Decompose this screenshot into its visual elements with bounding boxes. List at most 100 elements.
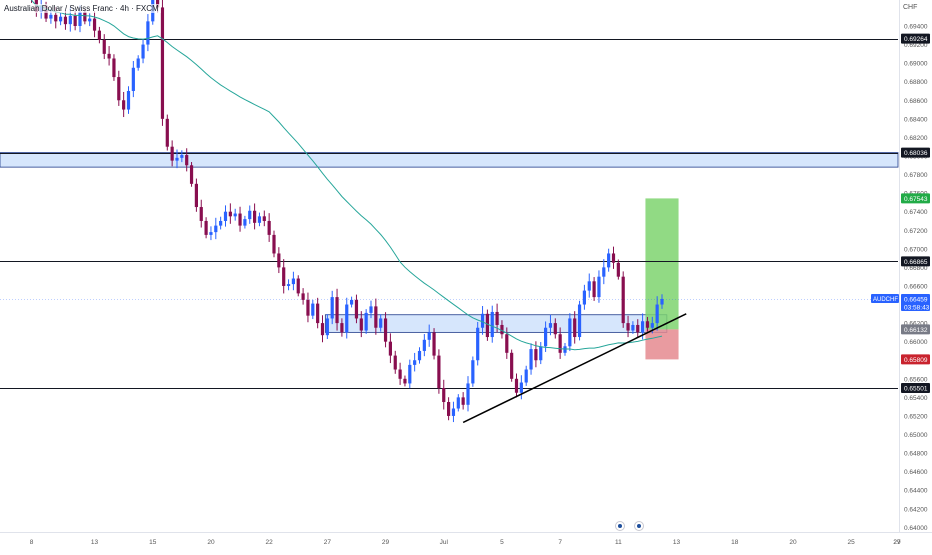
price-label-badge (901, 382, 930, 393)
candle-body (451, 408, 456, 416)
last-price-value: 0.66459 (904, 297, 928, 304)
economic-event-icon[interactable] (615, 521, 625, 531)
y-tick-label: 0.66600 (904, 283, 928, 290)
long-position-stop-box (645, 329, 679, 360)
x-tick-label: 18 (731, 539, 739, 546)
candle-body (350, 299, 354, 305)
candle-body (626, 323, 630, 331)
y-tick-label: 0.64000 (904, 525, 928, 532)
candle-body (194, 183, 198, 208)
candle-body (548, 323, 553, 328)
candle-body (88, 18, 92, 22)
candle-body (175, 157, 179, 161)
symbol-label: AUDCHF (873, 297, 898, 303)
x-tick-label: Jul (440, 539, 449, 546)
candle-body (379, 318, 383, 328)
candle-body (170, 146, 174, 161)
candle-body (403, 378, 407, 384)
candle-body (78, 12, 82, 26)
currency-label: CHF (903, 4, 918, 11)
candle-body (301, 293, 305, 300)
candle-body (320, 323, 325, 336)
candle-body (126, 90, 131, 110)
x-tick-label: 25 (848, 539, 856, 546)
chart-title: Australian Dollar / Swiss Franc · 4h · F… (2, 4, 161, 13)
candle-body (655, 304, 659, 324)
y-tick-label: 0.68800 (904, 79, 928, 86)
candle-body (563, 346, 567, 353)
y-tick-label: 0.67200 (904, 228, 928, 235)
price-label-text: 0.65809 (904, 357, 928, 364)
candle-body (267, 220, 271, 235)
economic-event-icon[interactable] (634, 521, 644, 531)
x-tick-label: 22 (266, 539, 274, 546)
y-tick-label: 0.65200 (904, 413, 928, 420)
candle-body (476, 327, 480, 361)
y-tick-label: 0.67800 (904, 172, 928, 179)
candle-body (442, 388, 446, 403)
x-tick-label: 13 (91, 539, 99, 546)
y-tick-label: 0.68600 (904, 98, 928, 105)
candle-body (219, 220, 223, 226)
candle-body (374, 306, 378, 328)
candle-body (660, 298, 664, 305)
candle-body (490, 311, 494, 338)
candle-body (345, 304, 349, 333)
candle-body (413, 360, 417, 365)
candle-body (165, 118, 169, 147)
candle-body (539, 346, 543, 361)
candle-body (253, 210, 257, 223)
candle-body (447, 402, 451, 416)
candle-body (359, 318, 363, 331)
candle-body (408, 364, 412, 384)
y-tick-label: 0.65000 (904, 432, 928, 439)
candle-body (296, 278, 300, 294)
long-position-target-box (645, 198, 679, 330)
candle-body (573, 318, 577, 338)
x-tick-label: 27 (324, 539, 332, 546)
candle-body (456, 397, 460, 409)
candle-body (97, 30, 101, 40)
candle-body (388, 341, 392, 356)
candle-body (485, 313, 489, 338)
candle-body (92, 18, 97, 31)
price-label-badge (901, 324, 930, 335)
candle-body (631, 324, 635, 331)
candle-body (636, 324, 640, 333)
x-tick-label: 29 (893, 539, 901, 546)
y-tick-label: 0.67400 (904, 209, 928, 216)
candle-body (568, 318, 572, 347)
price-label-text: 0.67543 (904, 196, 928, 203)
candle-body (54, 14, 58, 22)
candle-body (427, 332, 431, 340)
last-price-badge (901, 294, 930, 312)
candle-body (223, 211, 228, 221)
candle-body (185, 155, 189, 166)
candle-body (500, 324, 504, 335)
price-label-text: 0.66865 (904, 259, 928, 266)
candle-body (311, 303, 315, 316)
candle-body (238, 213, 242, 226)
candle-body (141, 44, 145, 59)
price-label-text: 0.65501 (904, 385, 928, 392)
candle-body (417, 350, 422, 361)
candle-body (650, 323, 654, 328)
candle-body (616, 262, 620, 277)
candle-body (393, 355, 397, 370)
candle-body (645, 321, 650, 328)
candle-body (228, 211, 232, 217)
y-tick-label: 0.69000 (904, 61, 928, 68)
candle-body (514, 378, 519, 393)
price-label-badge (901, 193, 930, 204)
candle-body (63, 16, 68, 25)
moving-average-line (31, 0, 663, 351)
symbol-badge (871, 294, 899, 304)
price-label-badge (901, 147, 930, 158)
y-tick-label: 0.65400 (904, 395, 928, 402)
candle-body (534, 349, 538, 361)
x-tick-label: 27 (893, 539, 901, 546)
candle-body (156, 0, 160, 8)
candle-body (277, 253, 281, 268)
